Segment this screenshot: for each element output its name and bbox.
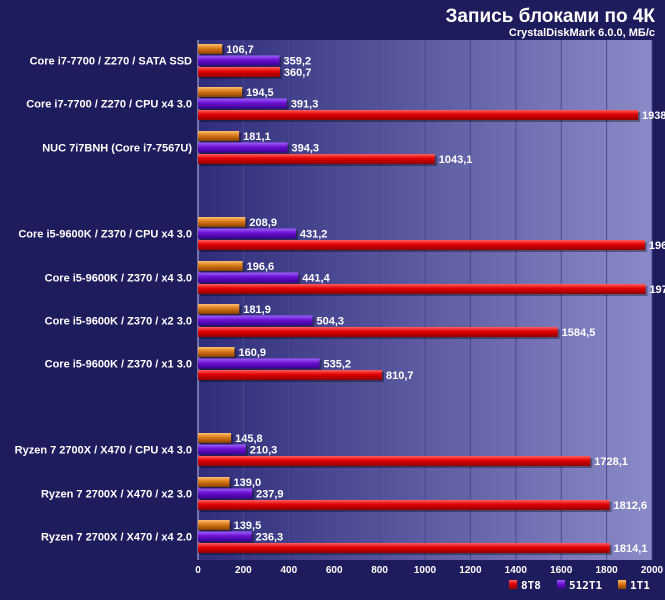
data-label-8T8: 1043,1: [439, 154, 473, 166]
data-label-1T1: 160,9: [239, 347, 267, 359]
category-label: Core i5-9600K / Z370 / x1 3.0: [45, 359, 192, 371]
legend-swatch: [557, 580, 565, 589]
bar-1T1: [198, 217, 246, 227]
legend-label: 1T1: [630, 579, 650, 592]
data-label-8T8: 1814,1: [614, 543, 648, 555]
data-label-1T1: 181,1: [243, 131, 271, 143]
bar-8T8: [198, 327, 558, 337]
category-label: Core i7-7700 / Z270 / CPU x4 3.0: [26, 99, 192, 111]
data-label-8T8: 1812,6: [613, 500, 647, 512]
category-label: NUC 7i7BNH (Core i7-7567U): [42, 143, 192, 155]
bar-512T1: [198, 228, 296, 239]
bar-8T8: [198, 110, 639, 120]
bars-layer: [198, 44, 648, 555]
bar-512T1: [198, 272, 299, 283]
bar-8T8: [198, 67, 280, 77]
x-tick-label: 600: [326, 565, 343, 576]
data-label-8T8: 360,7: [284, 67, 312, 79]
data-label-1T1: 106,7: [226, 44, 254, 56]
bar-512T1: [198, 98, 287, 109]
data-label-512T1: 535,2: [323, 359, 351, 371]
category-label: Ryzen 7 2700X / X470 / x2 3.0: [41, 489, 192, 501]
x-tick-label: 1200: [459, 565, 482, 576]
data-label-512T1: 504,3: [316, 316, 344, 328]
bar-8T8: [198, 456, 591, 466]
bar-1T1: [198, 520, 230, 530]
x-tick-label: 1000: [414, 565, 437, 576]
x-tick-label: 0: [195, 565, 201, 576]
data-label-8T8: 1728,1: [594, 456, 628, 468]
data-label-512T1: 391,3: [291, 99, 319, 111]
bar-1T1: [198, 304, 240, 314]
bar-1T1: [198, 433, 232, 443]
x-axis-ticks: 0 200 400 600 800 1000 1200 1400 1600 1800 2000: [195, 565, 663, 576]
bar-8T8: [198, 284, 646, 294]
data-label-1T1: 139,0: [234, 477, 262, 489]
data-label-512T1: 359,2: [284, 56, 312, 68]
bar-512T1: [198, 444, 246, 455]
data-label-8T8: 1584,5: [562, 327, 596, 339]
bar-512T1: [198, 142, 288, 153]
bar-1T1: [198, 131, 240, 141]
data-label-8T8: 810,7: [386, 370, 414, 382]
x-tick-label: 1400: [505, 565, 528, 576]
data-label-512T1: 441,4: [302, 273, 330, 285]
category-label: Ryzen 7 2700X / X470 / CPU x4 3.0: [15, 445, 192, 457]
data-label-1T1: 208,9: [249, 217, 277, 229]
legend-label: 512T1: [569, 579, 602, 592]
category-label: Core i5-9600K / Z370 / x4 3.0: [45, 273, 192, 285]
bar-512T1: [198, 488, 253, 499]
legend-swatch: [618, 580, 626, 589]
bar-1T1: [198, 87, 243, 97]
legend-label: 8T8: [521, 579, 541, 592]
bar-8T8: [198, 154, 435, 164]
bar-1T1: [198, 261, 243, 271]
x-tick-label: 1800: [595, 565, 618, 576]
data-label-8T8: 1938,5: [642, 110, 665, 122]
data-label-8T8: 1971,1: [649, 284, 665, 296]
x-tick-label: 2000: [641, 565, 664, 576]
category-label: Core i7-7700 / Z270 / SATA SSD: [30, 56, 192, 68]
chart-subtitle: CrystalDiskMark 6.0.0, МБ/с: [509, 27, 655, 39]
bar-512T1: [198, 358, 320, 369]
category-label: Core i5-9600K / Z370 / CPU x4 3.0: [18, 229, 192, 241]
grid-lines: [197, 40, 653, 560]
data-label-1T1: 196,6: [247, 261, 275, 273]
data-label-1T1: 145,8: [235, 433, 263, 445]
data-label-1T1: 139,5: [234, 520, 262, 532]
x-tick-label: 800: [371, 565, 388, 576]
data-label-512T1: 431,2: [300, 229, 328, 241]
bar-8T8: [198, 370, 383, 380]
data-label-1T1: 181,9: [243, 304, 271, 316]
data-label-512T1: 236,3: [256, 532, 284, 544]
bar-8T8: [198, 543, 610, 553]
chart-title: Запись блоками по 4К: [446, 6, 656, 27]
bar-1T1: [198, 347, 235, 357]
bar-512T1: [198, 55, 280, 66]
bar-512T1: [198, 531, 252, 542]
data-label-512T1: 237,9: [256, 489, 284, 501]
legend-swatch: [509, 580, 517, 589]
bar-1T1: [198, 477, 230, 487]
data-label-8T8: 1968,7: [649, 240, 665, 252]
category-label: Ryzen 7 2700X / X470 / x4 2.0: [41, 532, 192, 544]
x-tick-label: 200: [235, 565, 252, 576]
bar-8T8: [198, 240, 645, 250]
x-tick-label: 1600: [550, 565, 573, 576]
category-label: Core i5-9600K / Z370 / x2 3.0: [45, 316, 192, 328]
labels-layer: Core i7-7700 / Z270 / SATA SSD 106,7 359,2…: [15, 44, 665, 555]
legend: 8T8 512T1 1T1: [509, 579, 650, 592]
x-tick-label: 400: [280, 565, 297, 576]
bar-512T1: [198, 315, 313, 326]
data-label-1T1: 194,5: [246, 87, 274, 99]
data-label-512T1: 210,3: [250, 445, 278, 457]
bar-8T8: [198, 500, 610, 510]
data-label-512T1: 394,3: [292, 143, 320, 155]
bar-1T1: [198, 44, 223, 54]
